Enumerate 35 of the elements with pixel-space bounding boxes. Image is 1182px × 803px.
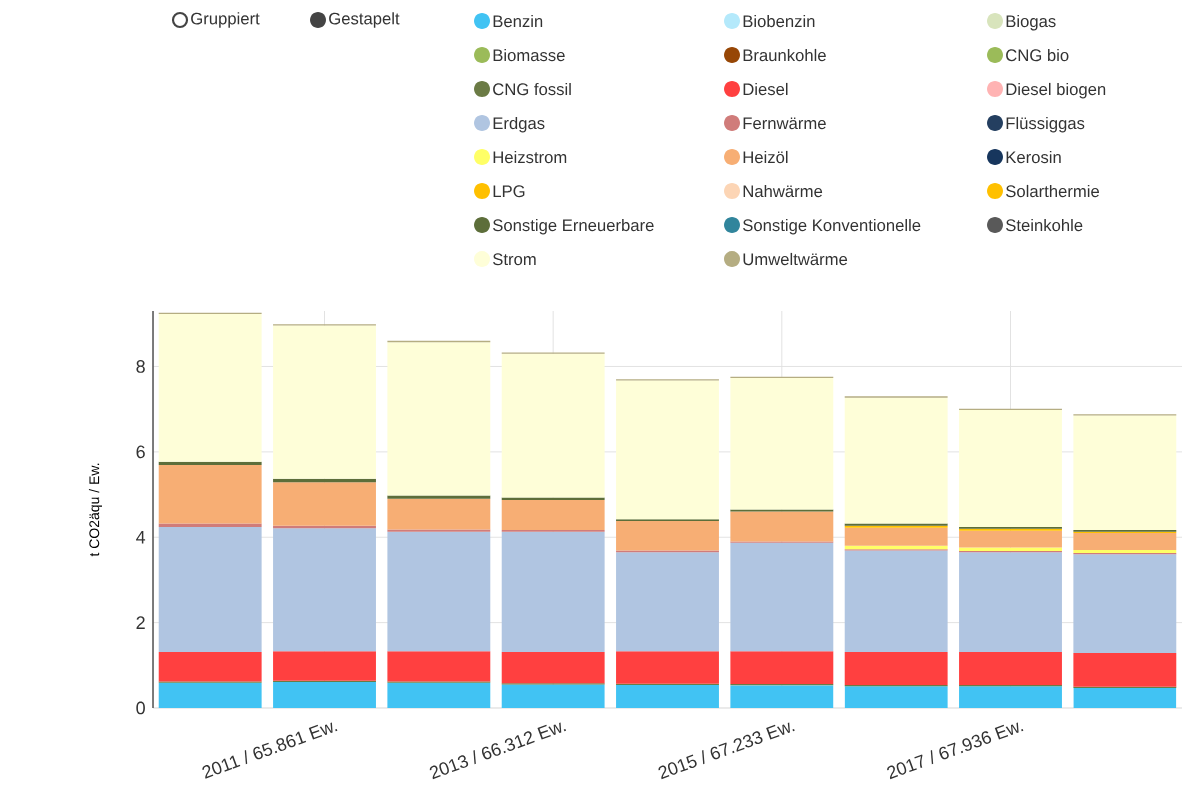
legend-label: Steinkohle [1006, 218, 1083, 232]
legend-label: Heizstrom [493, 150, 567, 164]
legend-label: Strom [493, 253, 536, 266]
legend-label: Heizöl [743, 150, 788, 164]
legend-label: Sonstige Erneuerbare [493, 218, 654, 235]
legend-label: Nahwärme [743, 184, 823, 198]
y-tick-label: 8 [136, 360, 145, 373]
y-tick-label: 2 [136, 616, 145, 629]
legend-label: Biomasse [493, 48, 565, 62]
legend-label: LPG [493, 185, 525, 198]
y-tick-label: 0 [136, 701, 145, 715]
legend-label: Diesel biogen [1006, 82, 1106, 99]
legend-label: CNG fossil [493, 82, 571, 96]
legend-label: Diesel [743, 82, 788, 96]
legend-label: Umweltwärme [743, 252, 848, 266]
legend-label: Fernwärme [743, 117, 826, 130]
x-tick-label: 2011 / 65.861 Ew. [202, 722, 338, 779]
text: Gruppiert [191, 12, 260, 28]
legend-label: Kerosin [1006, 150, 1061, 164]
x-tick-label: 2015 / 67.233 Ew. [658, 722, 795, 780]
y-axis-title: t CO2äqu / Ew. [88, 463, 102, 557]
legend-label: Sonstige Konventionelle [743, 218, 921, 235]
legend-label: Braunkohle [743, 48, 826, 62]
x-tick-label: 2017 / 67.936 Ew. [887, 722, 1024, 780]
y-tick-label: 6 [136, 445, 145, 459]
legend-label: Solarthermie [1006, 184, 1099, 198]
y-tick-label: 4 [136, 531, 146, 544]
text: Gestapelt [329, 12, 400, 28]
legend-label: Biobenzin [743, 14, 815, 28]
legend-label: Erdgas [493, 116, 545, 133]
x-tick-label: 2013 / 66.312 Ew. [429, 722, 567, 780]
legend-label: Biogas [1006, 14, 1056, 31]
legend-label: Benzin [493, 14, 543, 28]
legend-label: CNG bio [1006, 48, 1069, 62]
legend-label: Flüssiggas [1006, 116, 1085, 133]
